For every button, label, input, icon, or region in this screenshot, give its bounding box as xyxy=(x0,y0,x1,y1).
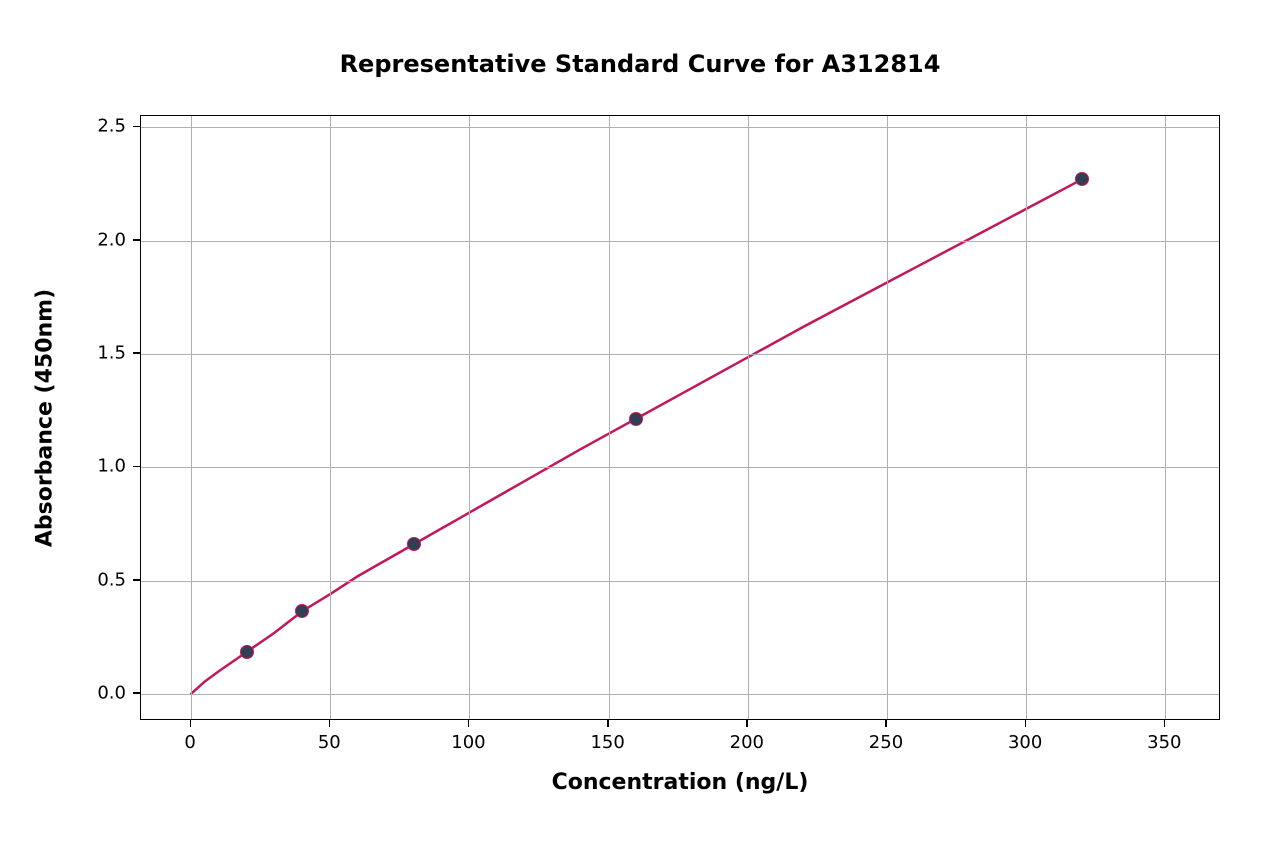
x-tick-mark xyxy=(885,720,887,727)
data-point-marker xyxy=(629,412,643,426)
grid-line-vertical xyxy=(330,116,331,719)
data-point-marker xyxy=(240,645,254,659)
y-tick-mark xyxy=(133,352,140,354)
y-tick-mark xyxy=(133,466,140,468)
x-tick-mark xyxy=(468,720,470,727)
y-tick-mark xyxy=(133,239,140,241)
y-tick-label: 1.0 xyxy=(97,456,126,477)
y-tick-label: 2.5 xyxy=(97,116,126,137)
data-point-marker xyxy=(407,537,421,551)
grid-line-horizontal xyxy=(141,241,1219,242)
data-point-marker xyxy=(1075,172,1089,186)
grid-line-horizontal xyxy=(141,581,1219,582)
x-axis-label: Concentration (ng/L) xyxy=(552,770,809,795)
x-tick-mark xyxy=(607,720,609,727)
grid-line-vertical xyxy=(1026,116,1027,719)
y-tick-label: 0.5 xyxy=(97,569,126,590)
grid-line-vertical xyxy=(748,116,749,719)
grid-line-vertical xyxy=(191,116,192,719)
grid-line-horizontal xyxy=(141,694,1219,695)
x-tick-label: 300 xyxy=(1008,732,1042,753)
y-tick-label: 1.5 xyxy=(97,342,126,363)
x-tick-label: 0 xyxy=(184,732,195,753)
y-tick-label: 2.0 xyxy=(97,229,126,250)
grid-line-horizontal xyxy=(141,127,1219,128)
x-tick-mark xyxy=(1164,720,1166,727)
grid-line-vertical xyxy=(469,116,470,719)
plot-area xyxy=(140,115,1220,720)
x-tick-mark xyxy=(1025,720,1027,727)
grid-line-horizontal xyxy=(141,467,1219,468)
grid-line-vertical xyxy=(1165,116,1166,719)
y-tick-mark xyxy=(133,579,140,581)
y-tick-mark xyxy=(133,126,140,128)
chart-container: Representative Standard Curve for A31281… xyxy=(0,0,1280,845)
x-tick-mark xyxy=(746,720,748,727)
x-tick-label: 100 xyxy=(451,732,485,753)
grid-line-vertical xyxy=(887,116,888,719)
x-tick-label: 50 xyxy=(318,732,341,753)
curve-line xyxy=(141,116,1221,721)
x-tick-label: 350 xyxy=(1147,732,1181,753)
grid-line-vertical xyxy=(609,116,610,719)
y-tick-label: 0.0 xyxy=(97,682,126,703)
x-tick-label: 150 xyxy=(590,732,624,753)
y-axis-label: Absorbance (450nm) xyxy=(33,288,58,546)
x-tick-mark xyxy=(190,720,192,727)
grid-line-horizontal xyxy=(141,354,1219,355)
x-tick-label: 250 xyxy=(869,732,903,753)
y-tick-mark xyxy=(133,692,140,694)
chart-title: Representative Standard Curve for A31281… xyxy=(340,50,941,78)
x-tick-label: 200 xyxy=(730,732,764,753)
x-tick-mark xyxy=(329,720,331,727)
data-point-marker xyxy=(295,604,309,618)
